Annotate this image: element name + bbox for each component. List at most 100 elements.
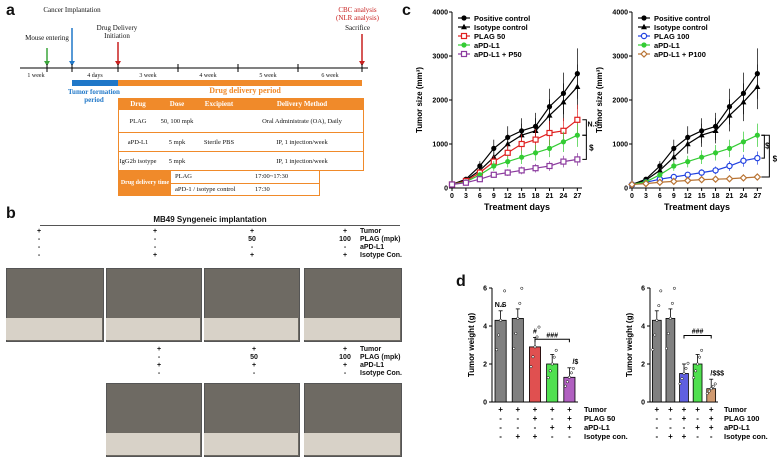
condition-mark: - [499,423,502,432]
data-point [574,132,580,138]
data-point [495,348,499,352]
series-line-apd-l1 [451,134,578,186]
data-point [505,159,511,165]
data-point [462,179,470,186]
data-point [535,335,539,339]
condition-mark: + [709,414,714,423]
data-point [491,163,497,169]
data-point [574,156,581,163]
tumor-formation-bar [72,80,118,86]
significance-bracket [582,119,587,136]
legend-label: aPD-L1 + P100 [654,50,706,59]
condition-mark: + [682,414,687,423]
condition-mark: + [515,432,520,441]
data-point [537,325,541,329]
data-point [657,163,663,169]
data-point [726,162,733,170]
data-point [518,301,522,305]
data-point [711,384,715,388]
condition-mark: + [709,405,714,414]
bar-plag-50 [529,346,541,403]
line-chart-2-xtick-label: 24 [740,193,748,200]
data-point [671,145,677,151]
data-point [726,112,733,118]
bar-apd-l1 [692,363,703,403]
data-point [565,380,569,384]
line-chart-2-xtick-label: 9 [672,193,676,200]
data-point [739,174,748,182]
drug-table-header: Drug Dose Excipient Delivery Method [119,99,363,110]
line-chart-1-xtick-label: 3 [464,193,468,200]
line-chart-1-xtick-label: 9 [492,193,496,200]
condition-mark: + [567,405,572,414]
line-chart-2-ytick-label: 1000 [612,142,628,149]
panel-b-title: MB49 Syngeneic implantation [153,215,267,224]
drug-time-table: Drug delivery time PLAG 17:00~17:30 aPD-… [118,170,320,196]
week-label-1: 1 week [27,73,45,79]
line-chart-1-xtick-label: 12 [504,193,512,200]
table-row: aPD-L1 5 mpk Sterile PBS IP, 1 injection… [119,133,363,152]
data-point [680,377,684,381]
sacrifice-label: Sacrifice [345,24,370,32]
data-point [698,355,702,359]
line-chart-2-xtick-label: 21 [726,193,734,200]
legend-marker [460,32,468,40]
panel-b-divider [40,225,400,226]
timeline-svg [20,28,368,86]
data-point [560,99,567,105]
line-chart-2-ytick-label: 4000 [612,10,628,17]
condition-mark: + [709,423,714,432]
data-point [516,316,520,320]
data-point [670,301,674,305]
data-point [682,372,686,375]
data-point [697,175,706,184]
bar-chart-4-ylabel: Tumor weight (g) [625,313,634,378]
line-chart-1-xtick-label: 21 [546,193,554,200]
bar-isotype [511,317,524,403]
series-line-isotype-control [631,86,758,186]
week-label-2: 4 days [87,73,103,79]
line-chart-1-xtick-label: 6 [478,193,482,200]
data-point [754,154,761,162]
condition-mark: + [498,405,503,414]
data-point [711,175,720,184]
line-chart-2-xtick-label: 6 [658,193,662,200]
drug-delivery-period-label: Drug delivery period [209,86,281,95]
data-point [569,371,573,375]
data-point [529,365,533,369]
data-point [659,289,663,293]
line-chart-1-ytick-label: 2000 [432,98,448,105]
significance-bracket [761,134,770,178]
data-point [532,136,539,143]
condition-mark: - [534,423,537,432]
legend-marker [461,23,467,30]
condition-mark: + [682,432,687,441]
data-point [672,286,676,290]
data-point [571,366,575,370]
line-chart-1-ytick-label: 1000 [432,142,448,149]
data-point [519,154,525,160]
data-point [477,163,483,169]
data-point [726,145,733,151]
data-point [514,331,518,335]
line-chart-2-xtick-label: 0 [630,193,634,200]
condition-mark: - [696,432,699,441]
data-point [491,145,497,151]
condition-mark: + [654,405,659,414]
data-point [705,392,709,395]
drug-delivery-initiation-label: Drug Delivery Initiation [96,24,138,40]
tumor-formation-label: Tumor formation period [68,88,120,104]
data-point [554,348,558,352]
bar-chart-3-ylabel: Tumor weight (g) [467,313,476,378]
condition-label: PLAG 100 [724,414,759,423]
condition-label: Tumor [724,405,747,414]
data-point [683,176,692,185]
line-chart-1-xtick-label: 27 [573,193,581,200]
significance-label: N.S [495,302,507,309]
data-point [740,99,747,105]
data-point [504,140,511,147]
condition-mark: + [550,405,555,414]
header-excipient: Excipient [204,100,234,108]
data-point [518,167,525,174]
condition-label: Isotype con. [724,432,768,441]
